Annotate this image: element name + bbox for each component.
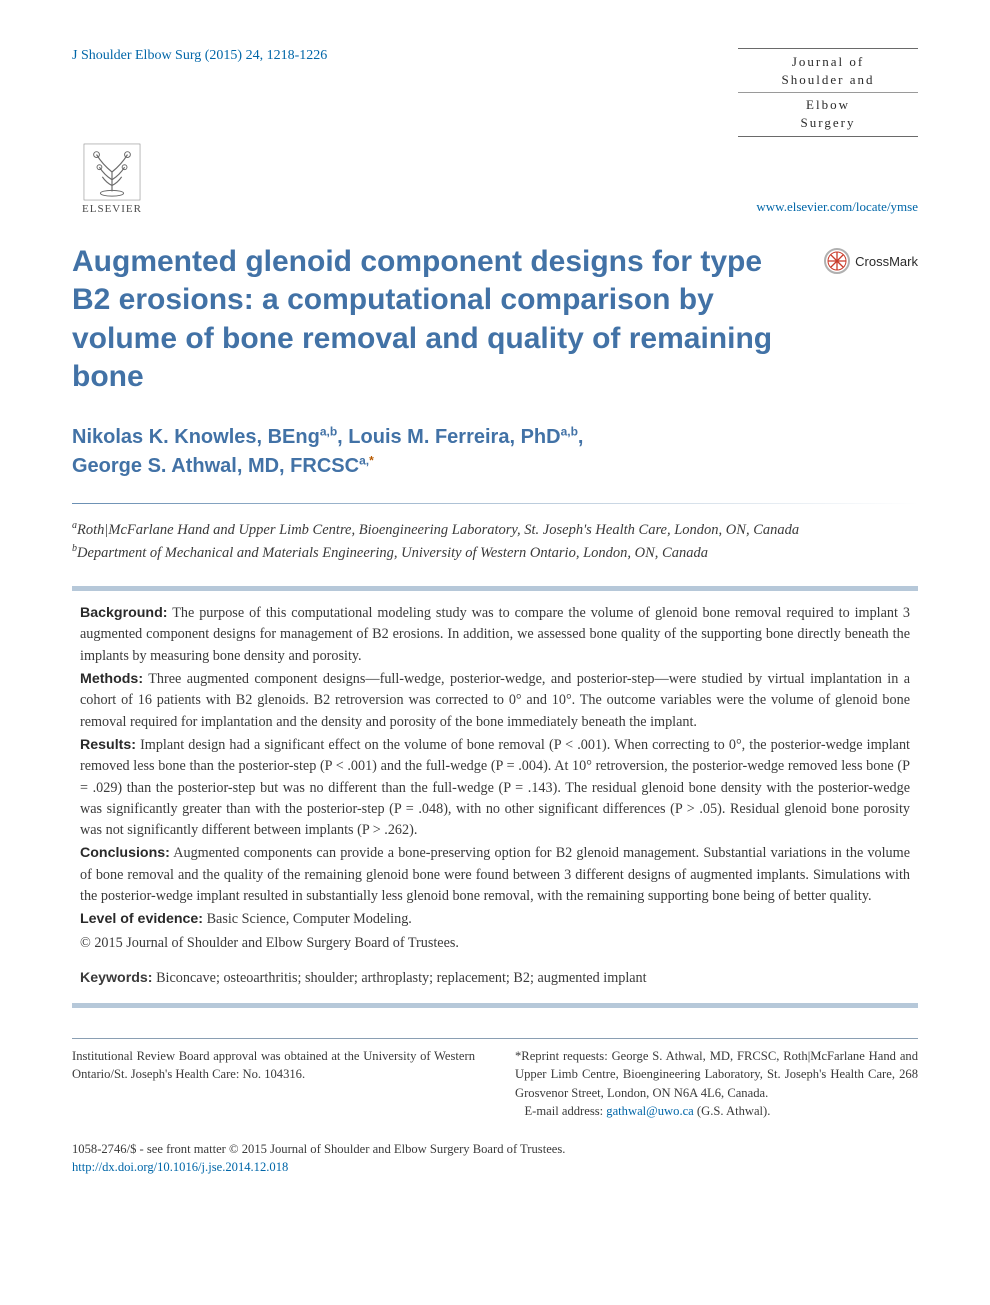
- issn-line: 1058-2746/$ - see front matter © 2015 Jo…: [72, 1142, 565, 1156]
- abstract-copyright: © 2015 Journal of Shoulder and Elbow Sur…: [80, 933, 910, 954]
- footnotes-row: Institutional Review Board approval was …: [72, 1038, 918, 1120]
- author-name: Louis M. Ferreira, PhD: [348, 426, 560, 448]
- author-name: George S. Athwal, MD, FRCSC: [72, 455, 359, 477]
- abstract-background: The purpose of this computational modeli…: [80, 605, 910, 664]
- author-list: Nikolas K. Knowles, BEnga,b, Louis M. Fe…: [72, 423, 918, 481]
- abstract-conclusions: Augmented components can provide a bone-…: [80, 845, 910, 904]
- article-title: Augmented glenoid component designs for …: [72, 243, 795, 397]
- irb-note: Institutional Review Board approval was …: [72, 1047, 475, 1120]
- citation-text: J Shoulder Elbow Surg (2015) 24, 1218-12…: [72, 48, 327, 64]
- section-label: Results:: [80, 737, 136, 753]
- section-label: Conclusions:: [80, 845, 170, 861]
- journal-name-line: Shoulder and: [738, 71, 918, 89]
- author-affil-marker: a,b: [561, 424, 578, 438]
- affiliation-text: Roth|McFarlane Hand and Upper Limb Centr…: [77, 521, 799, 537]
- affiliation-list: aRoth|McFarlane Hand and Upper Limb Cent…: [72, 518, 918, 565]
- journal-name-line: Elbow: [738, 96, 918, 114]
- gradient-rule: [72, 503, 918, 504]
- abstract-methods: Three augmented component designs—full-w…: [80, 671, 910, 730]
- journal-name-line: Surgery: [738, 114, 918, 132]
- crossmark-badge[interactable]: CrossMark: [823, 247, 918, 275]
- journal-name-box: Journal of Shoulder and Elbow Surgery: [738, 48, 918, 137]
- journal-name-line: Journal of: [738, 53, 918, 71]
- corresponding-email-link[interactable]: gathwal@uwo.ca: [606, 1104, 693, 1118]
- reprint-note: *Reprint requests: George S. Athwal, MD,…: [515, 1049, 918, 1100]
- section-label: Level of evidence:: [80, 911, 203, 927]
- author-affil-marker: a: [359, 453, 366, 467]
- keywords-label: Keywords:: [80, 970, 153, 986]
- corresponding-marker: *: [369, 453, 374, 467]
- elsevier-tree-icon: [83, 143, 141, 201]
- abstract-results: Implant design had a significant effect …: [80, 737, 910, 838]
- section-label: Methods:: [80, 671, 143, 687]
- abstract-box: Background: The purpose of this computat…: [72, 586, 918, 1008]
- crossmark-label: CrossMark: [855, 254, 918, 269]
- author-affil-marker: a,b: [320, 424, 337, 438]
- author-name: Nikolas K. Knowles, BEng: [72, 426, 320, 448]
- email-tail: (G.S. Athwal).: [694, 1104, 771, 1118]
- section-label: Background:: [80, 605, 168, 621]
- journal-url-link[interactable]: www.elsevier.com/locate/ymse: [756, 199, 918, 215]
- bottom-matter: 1058-2746/$ - see front matter © 2015 Jo…: [72, 1140, 918, 1177]
- crossmark-icon: [823, 247, 851, 275]
- email-label: E-mail address:: [524, 1104, 606, 1118]
- keywords-text: Biconcave; osteoarthritis; shoulder; art…: [156, 970, 647, 986]
- publisher-logo-block: ELSEVIER: [72, 143, 152, 215]
- abstract-loe: Basic Science, Computer Modeling.: [207, 911, 412, 927]
- doi-link[interactable]: http://dx.doi.org/10.1016/j.jse.2014.12.…: [72, 1160, 288, 1174]
- affiliation-text: Department of Mechanical and Materials E…: [77, 545, 708, 561]
- publisher-name: ELSEVIER: [82, 203, 142, 215]
